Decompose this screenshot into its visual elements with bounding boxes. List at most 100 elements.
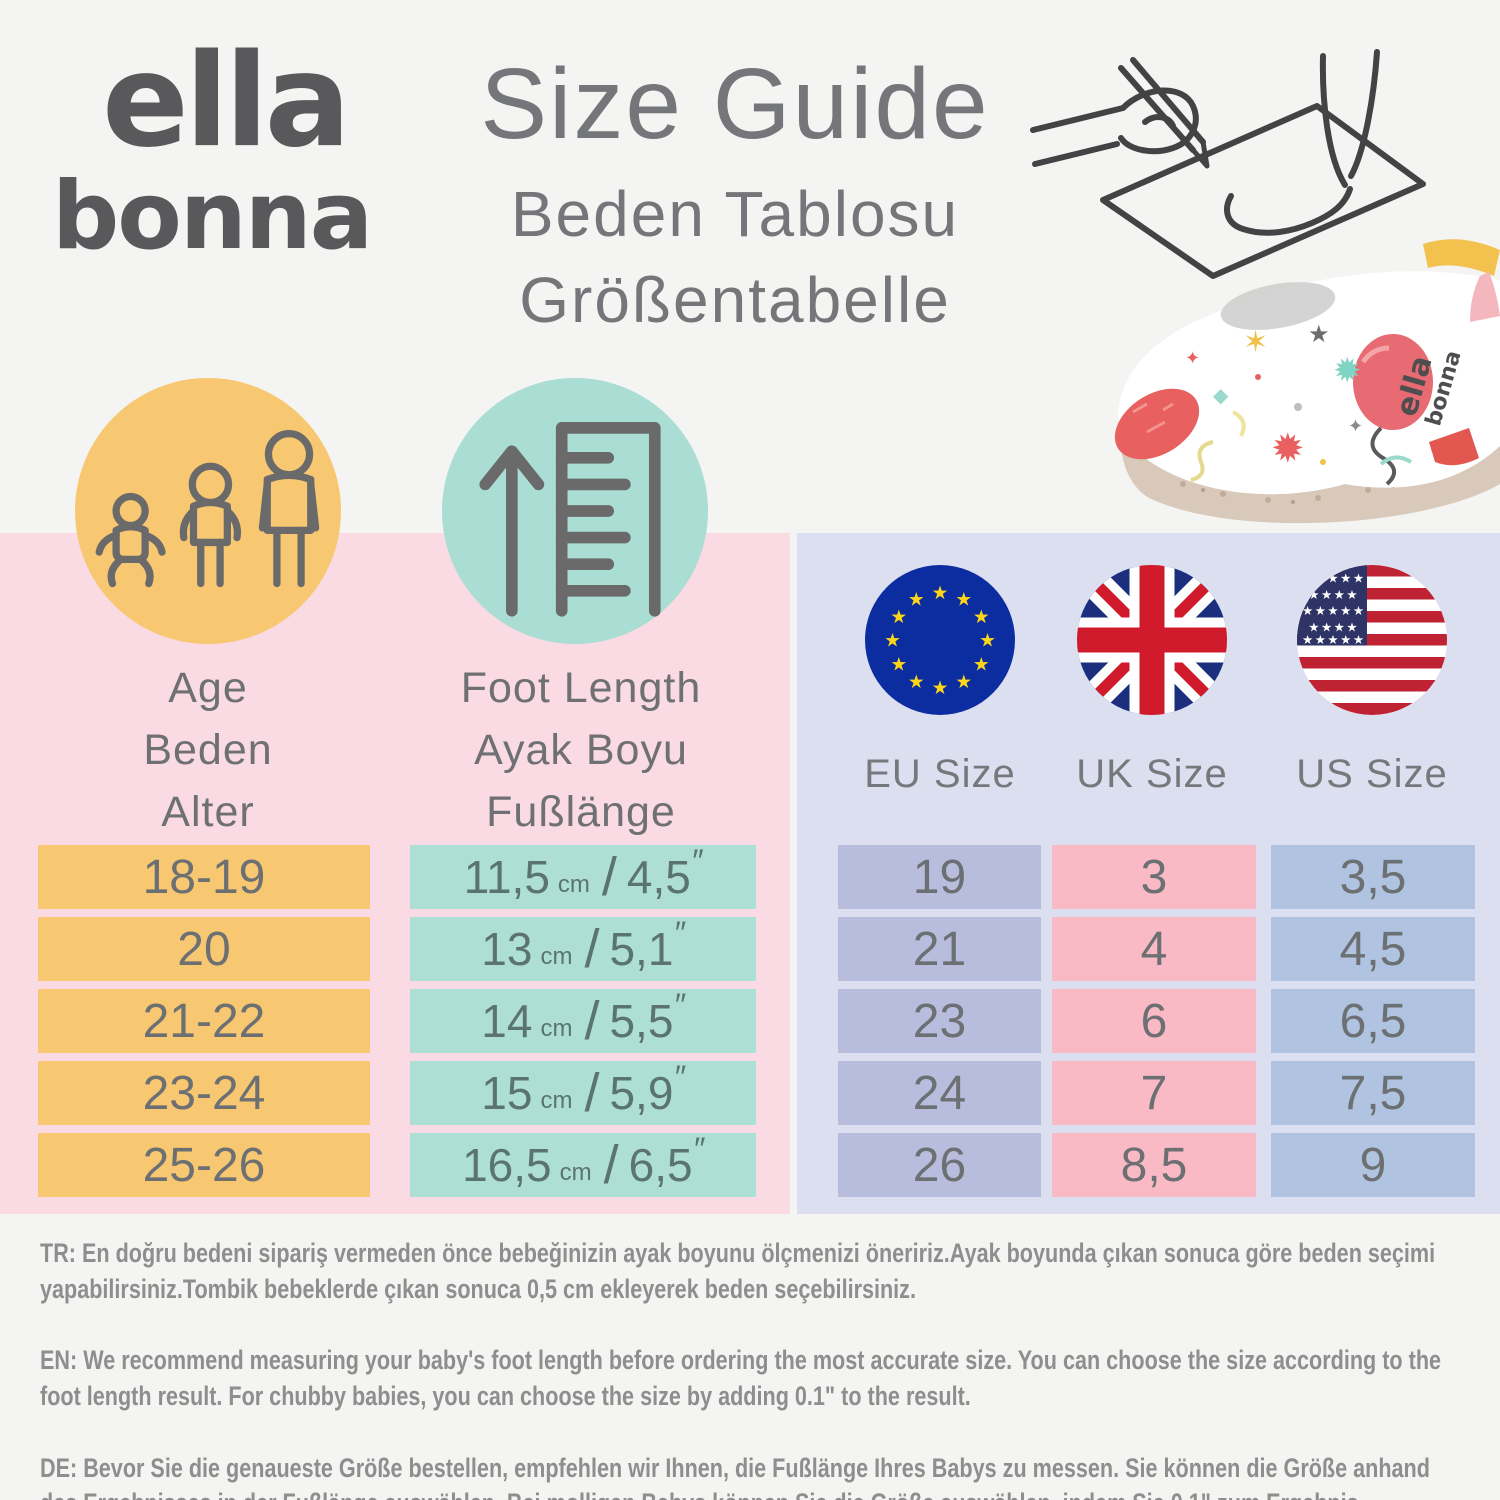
foot-length-cell: 15 cm / 5,9 ″ xyxy=(410,1059,756,1125)
measurement-notes: TR: En doğru bedeni sipariş vermeden önc… xyxy=(40,1236,1464,1500)
svg-text:★: ★ xyxy=(890,654,907,675)
note-en: EN: We recommend measuring your baby's f… xyxy=(40,1345,1442,1411)
us-size-header: US Size xyxy=(1296,752,1448,796)
cm-value: 14 xyxy=(481,995,533,1047)
foot-label-de: Fußlänge xyxy=(486,788,676,836)
note-de: DE: Bevor Sie die genaueste Größe bestel… xyxy=(40,1452,1430,1500)
cm-value: 13 xyxy=(481,923,533,975)
eu-size-cell: 19 xyxy=(838,845,1041,909)
foot-length-legend-circle xyxy=(442,378,708,644)
foot-length-cell: 11,5 cm / 4,5 ″ xyxy=(410,842,756,909)
inch-mark: ″ xyxy=(673,914,685,951)
slash: / xyxy=(584,919,600,979)
cm-value: 15 xyxy=(481,1067,533,1119)
uk-size-cell: 7 xyxy=(1052,1061,1256,1125)
eu-flag-icon: ★ ★ ★ ★ ★ ★ ★ ★ ★ ★ ★ ★ xyxy=(865,565,1015,715)
age-label-de: Alter xyxy=(161,788,255,836)
foot-length-column: 11,5 cm / 4,5 ″ 13 cm / 5,1 ″ 14 cm / 5,… xyxy=(410,842,756,1205)
uk-size-header: UK Size xyxy=(1076,752,1228,796)
svg-text:★★★★★: ★★★★★ xyxy=(1302,603,1366,618)
eu-size-column: 19 21 23 24 26 xyxy=(838,845,1041,1205)
inch-value: 6,5 xyxy=(628,1139,693,1191)
eu-size-cell: 21 xyxy=(838,917,1041,981)
eu-size-cell: 23 xyxy=(838,989,1041,1053)
note-tr: TR: En doğru bedeni sipariş vermeden önc… xyxy=(40,1238,1436,1304)
cm-unit: cm xyxy=(559,1159,592,1186)
svg-text:★: ★ xyxy=(908,589,925,610)
cm-value: 11,5 xyxy=(463,851,550,903)
svg-text:★: ★ xyxy=(979,631,996,652)
svg-text:★: ★ xyxy=(884,631,901,652)
eu-size-cell: 24 xyxy=(838,1061,1041,1125)
inch-value: 5,5 xyxy=(609,995,674,1047)
svg-text:★★★★★: ★★★★★ xyxy=(1302,632,1366,647)
svg-text:★: ★ xyxy=(955,589,972,610)
cm-unit: cm xyxy=(540,943,573,970)
us-size-cell: 7,5 xyxy=(1271,1061,1475,1125)
uk-size-cell: 6 xyxy=(1052,989,1256,1053)
svg-text:★: ★ xyxy=(973,654,990,675)
svg-text:★: ★ xyxy=(932,678,949,699)
age-legend-circle xyxy=(75,378,341,644)
us-size-cell: 9 xyxy=(1271,1133,1475,1197)
svg-text:★: ★ xyxy=(890,607,907,628)
slash: / xyxy=(603,1135,619,1195)
foot-length-cell: 13 cm / 5,1 ″ xyxy=(410,914,756,981)
cm-unit: cm xyxy=(540,1015,573,1042)
brand-logo: ella bonna xyxy=(52,27,373,271)
inch-mark: ″ xyxy=(673,986,685,1023)
brand-logo-line2: bonna xyxy=(52,162,373,271)
inch-mark: ″ xyxy=(690,842,703,879)
svg-text:✶: ✶ xyxy=(1243,326,1268,359)
svg-text:✦: ✦ xyxy=(1348,416,1363,436)
family-growth-icon xyxy=(95,429,320,588)
slash: / xyxy=(584,1063,600,1123)
foot-label-en: Foot Length xyxy=(460,664,702,712)
cm-value: 16,5 xyxy=(462,1139,552,1191)
brand-logo-line1: ella xyxy=(102,27,351,176)
age-cell: 25-26 xyxy=(38,1133,370,1197)
cm-unit: cm xyxy=(557,871,590,898)
age-legend-labels: Age Beden Alter xyxy=(38,664,378,850)
svg-text:★: ★ xyxy=(1308,321,1330,348)
age-cell: 23-24 xyxy=(38,1061,370,1125)
title-en: Size Guide xyxy=(480,48,990,160)
svg-text:★: ★ xyxy=(932,583,949,604)
svg-text:◆: ◆ xyxy=(1213,385,1229,407)
svg-text:★★★★: ★★★★ xyxy=(1308,587,1359,602)
age-cell: 18-19 xyxy=(38,845,370,909)
uk-size-cell: 8,5 xyxy=(1052,1133,1256,1197)
baby-shoe-photo: ella bonna ✶ ★ ✹ ✹ ◆ ✦ ✦ xyxy=(1093,232,1500,532)
svg-text:★: ★ xyxy=(955,672,972,693)
uk-size-column: 3 4 6 7 8,5 xyxy=(1052,845,1256,1205)
inch-value: 5,9 xyxy=(609,1067,674,1119)
svg-text:★: ★ xyxy=(908,672,925,693)
slash: / xyxy=(584,991,600,1051)
inch-value: 4,5 xyxy=(626,851,691,903)
foot-legend-labels: Foot Length Ayak Boyu Fußlänge xyxy=(405,664,757,850)
svg-text:✦: ✦ xyxy=(1185,348,1200,368)
age-label-tr: Beden xyxy=(143,726,273,774)
age-column: 18-19 20 21-22 23-24 25-26 xyxy=(38,845,370,1205)
title-tr: Beden Tablosu xyxy=(510,178,960,250)
svg-text:✹: ✹ xyxy=(1271,427,1305,471)
foot-tracing-illustration xyxy=(1025,38,1475,288)
uk-size-cell: 3 xyxy=(1052,845,1256,909)
eu-size-cell: 26 xyxy=(838,1133,1041,1197)
uk-size-cell: 4 xyxy=(1052,917,1256,981)
age-cell: 21-22 xyxy=(38,989,370,1053)
foot-length-cell: 16,5 cm / 6,5 ″ xyxy=(410,1131,756,1197)
svg-text:✹: ✹ xyxy=(1333,352,1362,390)
eu-size-header: EU Size xyxy=(864,752,1016,796)
us-flag-icon: ★★★★★ ★★★★ ★★★★★ ★★★★ ★★★★★ xyxy=(1297,565,1447,715)
slash: / xyxy=(601,847,617,907)
us-size-column: 3,5 4,5 6,5 7,5 9 xyxy=(1271,845,1475,1205)
cm-unit: cm xyxy=(540,1087,573,1114)
page-title: Size Guide Beden Tablosu Größentabelle xyxy=(430,52,1040,337)
us-size-cell: 4,5 xyxy=(1271,917,1475,981)
ruler-arrow-icon xyxy=(479,422,661,617)
age-cell: 20 xyxy=(38,917,370,981)
us-size-cell: 3,5 xyxy=(1271,845,1475,909)
svg-text:★★★★★: ★★★★★ xyxy=(1302,571,1366,586)
